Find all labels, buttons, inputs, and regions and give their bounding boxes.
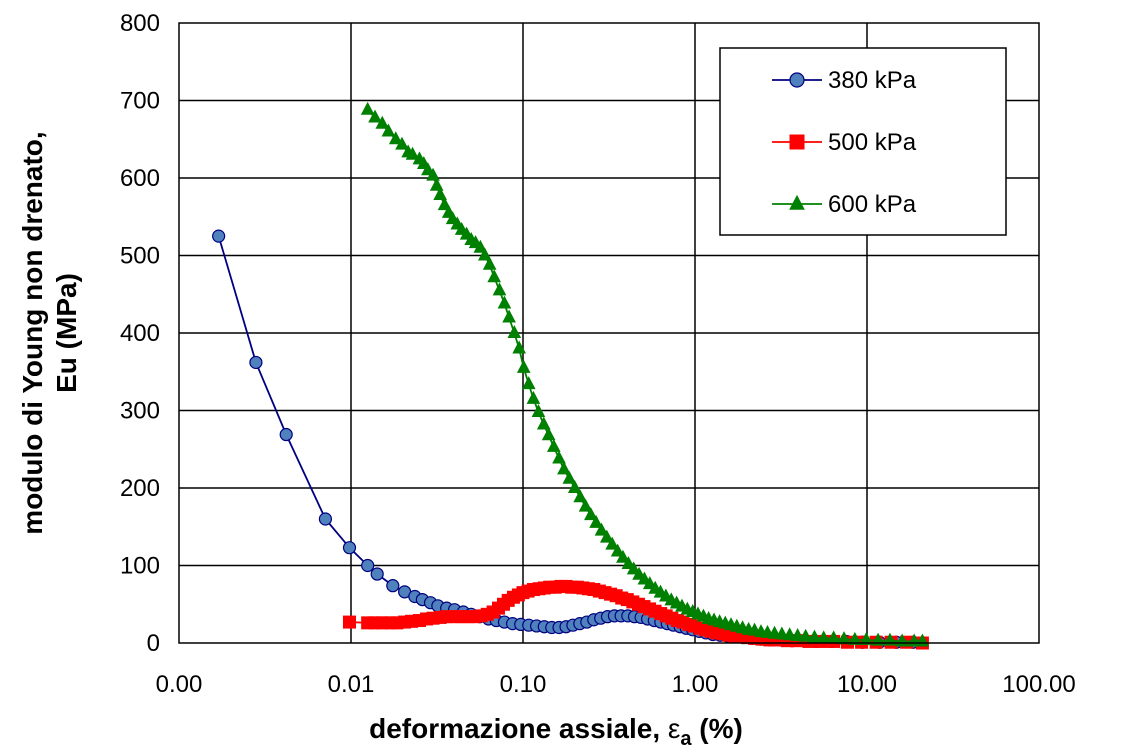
data-point [594,522,609,536]
y-tick-label: 800 [120,10,160,37]
data-point [557,461,571,475]
data-point [507,325,522,338]
x-tick-label: 0.10 [500,671,547,698]
data-point [318,512,333,526]
data-point [342,541,357,555]
x-tick-label: 1.00 [672,671,719,698]
data-point [573,489,588,503]
x-tick-label: 10.00 [837,671,897,698]
legend-item: 500 kPa [772,129,917,156]
y-tick-label: 400 [120,320,160,347]
data-point [807,629,822,643]
data-point [790,628,805,642]
data-point [798,628,813,642]
data-point [502,309,516,323]
data-point [599,529,614,543]
y-tick-label: 500 [120,243,160,270]
legend-marker [789,72,805,88]
data-point [567,480,582,493]
data-point [521,376,536,390]
y-tick-label: 0 [147,630,160,657]
x-axis-title-symbol: ε [668,713,680,744]
x-tick-label: 0.00 [156,671,203,698]
data-point [621,555,636,569]
series-layer [212,101,930,650]
series-2 [360,101,930,647]
y-tick-label: 700 [120,88,160,115]
legend-item: 600 kPa [772,191,917,218]
data-point [492,282,507,296]
y-axis-title-line-2: Eu (MPa) [51,273,82,393]
x-axis-title: deformazione assiale, εa (%) [369,713,743,749]
data-point [368,109,382,123]
data-point [429,177,444,191]
x-axis-title-main: deformazione assiale, [369,713,668,744]
data-point [342,615,356,629]
data-point [405,146,420,160]
data-point [370,567,384,581]
x-axis-title-unit: (%) [692,713,743,744]
y-axis-title-line-1: modulo di Young non drenato, [17,131,48,534]
data-point [426,167,440,181]
data-point [361,558,375,573]
data-point [487,269,502,283]
legend-marker [789,134,805,150]
data-point [433,187,448,201]
x-tick-label: 0.01 [328,671,375,698]
data-point [395,136,409,150]
data-point [616,549,630,563]
data-point [381,123,396,137]
legend-label: 380 kPa [828,67,917,94]
data-point [386,579,400,593]
data-point [605,536,620,550]
data-point [478,247,492,261]
legend-label: 500 kPa [828,129,917,156]
data-point [437,197,452,211]
plot-frame [178,22,1040,644]
data-point [859,631,874,645]
data-point [626,561,641,575]
data-point [546,438,561,452]
data-point [375,115,390,129]
data-point [497,295,512,309]
data-point [578,498,593,512]
data-point [482,256,497,270]
data-point [562,470,577,484]
data-point [782,627,797,641]
data-point [512,340,526,354]
legend-box [719,47,1007,236]
data-point [516,359,531,373]
data-point [279,427,293,442]
data-point [531,404,546,418]
data-point [526,390,541,404]
series-1 [342,579,929,650]
x-tick-labels: 0.00 0.01 0.10 1.00 10.00 100.00 [156,671,1076,698]
data-point [552,450,566,464]
y-tick-labels: 0 100 200 300 400 500 600 700 800 [120,10,160,657]
data-point [589,514,603,528]
data-point [536,416,551,430]
y-tick-label: 600 [120,165,160,192]
data-point [584,507,598,521]
data-point [360,101,375,115]
data-point [212,229,226,243]
y-tick-label: 100 [120,553,160,580]
legend-marker [789,194,805,210]
data-point [610,543,625,557]
data-point [388,131,403,145]
legend: 380 kPa 500 kPa 600 kPa [719,47,1007,236]
data-point [775,626,789,640]
x-tick-label: 100.00 [1002,671,1075,698]
data-point [249,355,263,370]
data-point [541,427,556,441]
data-point [848,631,862,645]
legend-label: 600 kPa [828,191,917,218]
y-tick-label: 300 [120,398,160,425]
legend-item: 380 kPa [772,67,917,94]
y-tick-label: 200 [120,475,160,502]
x-axis-title-subscript: a [680,728,692,749]
data-point [473,239,488,253]
